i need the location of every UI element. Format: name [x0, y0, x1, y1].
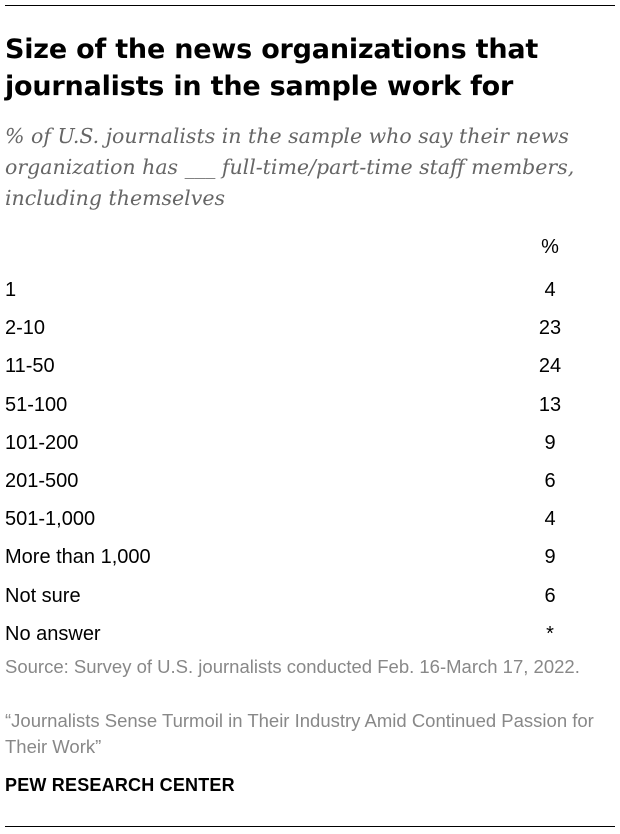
table-row: 2-10 23: [0, 309, 620, 347]
top-rule: [5, 5, 615, 6]
table-row: 11-50 24: [0, 347, 620, 385]
row-label: 501-1,000: [5, 508, 96, 531]
table-row: Not sure 6: [0, 577, 620, 615]
column-header-percent: %: [541, 236, 559, 258]
table-row: More than 1,000 9: [0, 538, 620, 576]
table-row: 51-100 13: [0, 386, 620, 424]
row-value: 6: [544, 584, 556, 607]
table-row: 101-200 9: [0, 424, 620, 462]
report-title-note: “Journalists Sense Turmoil in Their Indu…: [5, 710, 594, 757]
brand-logo-text: PEW RESEARCH CENTER: [5, 775, 235, 795]
data-table: 1 4 2-10 23 11-50 24 51-100 13 101-200 9…: [0, 271, 620, 653]
row-label: 201-500: [5, 469, 79, 492]
chart-title: Size of the news organizations that jour…: [5, 34, 539, 102]
bottom-rule: [5, 826, 615, 827]
table-row: 501-1,000 4: [0, 500, 620, 538]
row-label: 51-100: [5, 393, 68, 416]
row-value: 9: [544, 546, 556, 569]
row-label: More than 1,000: [5, 546, 151, 569]
row-value: 9: [544, 431, 556, 454]
row-value: 24: [538, 355, 562, 378]
row-value: 23: [538, 317, 562, 340]
row-value: 4: [544, 279, 556, 301]
row-value: 13: [538, 393, 562, 416]
row-label: 1: [5, 279, 17, 301]
source-note: Source: Survey of U.S. journalists condu…: [5, 656, 580, 677]
table-row: No answer *: [0, 615, 620, 653]
row-value: *: [546, 622, 554, 645]
row-label: 11-50: [5, 355, 55, 378]
row-label: Not sure: [5, 584, 81, 607]
table-row: 201-500 6: [0, 462, 620, 500]
row-label: No answer: [5, 622, 101, 645]
row-value: 4: [544, 508, 556, 531]
row-value: 6: [544, 469, 556, 492]
row-label: 101-200: [5, 431, 79, 454]
row-label: 2-10: [5, 317, 46, 340]
table-row: 1 4: [0, 271, 620, 309]
chart-subtitle: % of U.S. journalists in the sample who …: [5, 124, 575, 210]
